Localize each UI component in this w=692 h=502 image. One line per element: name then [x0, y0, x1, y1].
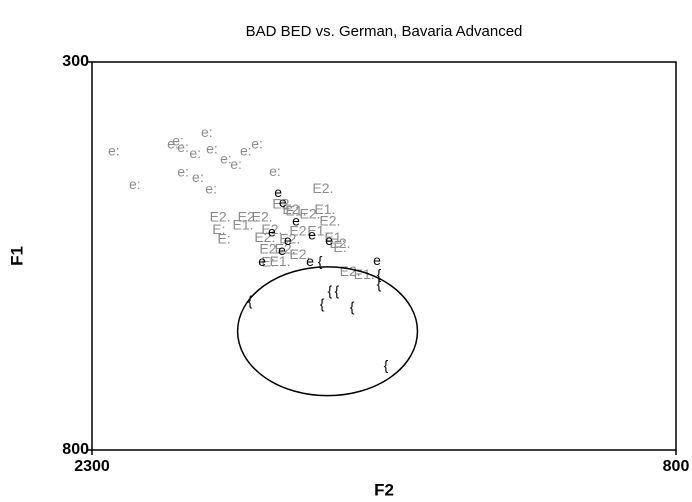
point-label: E: [261, 254, 274, 270]
chart-title: BAD BED vs. German, Bavaria Advanced [246, 23, 523, 40]
point-label: e [274, 184, 282, 200]
y-tick-label: 300 [62, 53, 89, 70]
point-label: e: [206, 140, 218, 156]
point-label: e [268, 223, 276, 239]
point-label: e: [251, 136, 263, 152]
point-label: e: [205, 181, 217, 197]
point-label: e: [230, 156, 242, 172]
point-label: e [278, 242, 286, 258]
point-label: e: [129, 176, 141, 192]
point-label: e: [269, 163, 281, 179]
point-label: e: [177, 164, 189, 180]
point-label: { [377, 266, 382, 282]
x-tick-label: 800 [663, 458, 690, 475]
point-label: e: [167, 136, 179, 152]
point-label: e: [189, 145, 201, 161]
point-label: E2. [272, 195, 293, 211]
point-label: e: [220, 150, 232, 166]
point-label: E2. [261, 221, 282, 237]
point-label: e [292, 213, 300, 229]
point-label: E2. [238, 209, 259, 225]
point-label: { [320, 296, 325, 312]
point-label: E2. [329, 235, 350, 251]
point-label: { [377, 275, 382, 291]
point-label: e [325, 232, 333, 248]
point-label: E2. [275, 240, 296, 256]
point-label: e: [108, 143, 120, 159]
point-label: E: [212, 221, 225, 237]
point-label: E: [217, 230, 230, 246]
point-label: E2. [319, 213, 340, 229]
point-label: E1. [307, 223, 328, 239]
point-label: { [318, 253, 323, 269]
point-label: E2. [289, 246, 310, 262]
point-label: E2. [282, 201, 303, 217]
point-label: e [308, 227, 316, 243]
point-label: { [328, 282, 333, 298]
point-label: e [284, 232, 292, 248]
point-label: E2. [312, 180, 333, 196]
point-label: e: [192, 169, 204, 185]
point-label: E2. [340, 263, 361, 279]
x-tick-label: 2300 [74, 458, 110, 475]
point-label: E2. [254, 229, 275, 245]
point-label: E2. [300, 206, 321, 222]
point-label: e: [177, 139, 189, 155]
point-label: E2. [252, 209, 273, 225]
point-label: e: [240, 143, 252, 159]
point-label: E2. [289, 223, 310, 239]
point-label: E1. [324, 229, 345, 245]
point-label: e [373, 252, 381, 268]
point-label: E1. [286, 202, 307, 218]
point-label: { [335, 282, 340, 298]
point-label: E1. [314, 201, 335, 217]
x-axis-label: F2 [374, 480, 394, 499]
point-label: { [384, 357, 389, 373]
point-label: E1. [233, 216, 254, 232]
point-label: e: [172, 133, 184, 149]
plot-frame [91, 61, 677, 451]
point-label: E: [333, 239, 346, 255]
point-label: E2. [210, 209, 231, 225]
point-label: { [350, 299, 355, 315]
ellipse [236, 266, 419, 397]
y-axis-label: F1 [7, 246, 26, 266]
point-label: e [279, 194, 287, 210]
y-tick-label: 800 [62, 441, 89, 458]
point-label: E1. [270, 253, 291, 269]
point-label: e: [201, 124, 213, 140]
point-label: e [258, 253, 266, 269]
point-label: { [248, 292, 253, 308]
point-label: E2. [279, 230, 300, 246]
point-label: e [306, 253, 314, 269]
point-label: E2. [259, 240, 280, 256]
